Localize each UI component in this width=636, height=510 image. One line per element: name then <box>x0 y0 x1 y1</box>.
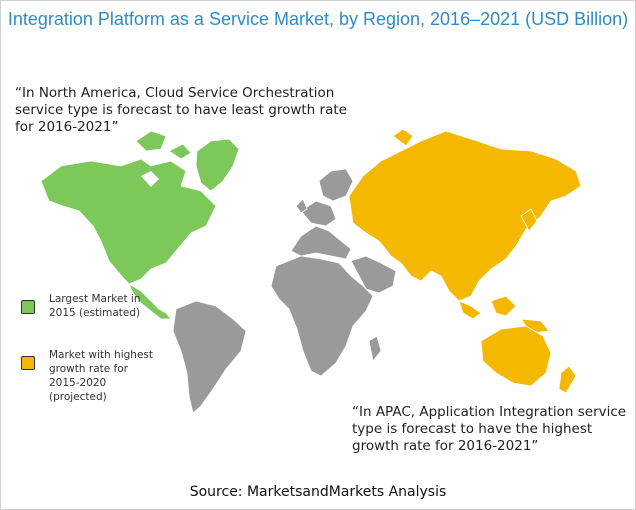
legend-swatch-yellow <box>21 356 35 370</box>
apac-callout: “In APAC, Application Integration servic… <box>352 404 627 454</box>
chart-title: Integration Platform as a Service Market… <box>7 9 629 29</box>
source-note: Source: MarketsandMarkets Analysis <box>189 484 447 500</box>
region-north-america <box>40 130 240 320</box>
legend-swatch-green <box>21 300 35 314</box>
north-america-callout: “In North America, Cloud Service Orchest… <box>15 85 347 135</box>
legend-label: Largest Market in 2015 (estimated) <box>49 293 141 319</box>
legend-item-highest-growth: Market with highest growth rate for 2015… <box>21 348 161 404</box>
legend-item-largest-market: Largest Market in 2015 (estimated) <box>21 292 161 320</box>
region-rest-of-world <box>172 168 397 414</box>
legend-label: Market with highest growth rate for 2015… <box>49 349 153 403</box>
region-apac <box>348 128 582 394</box>
